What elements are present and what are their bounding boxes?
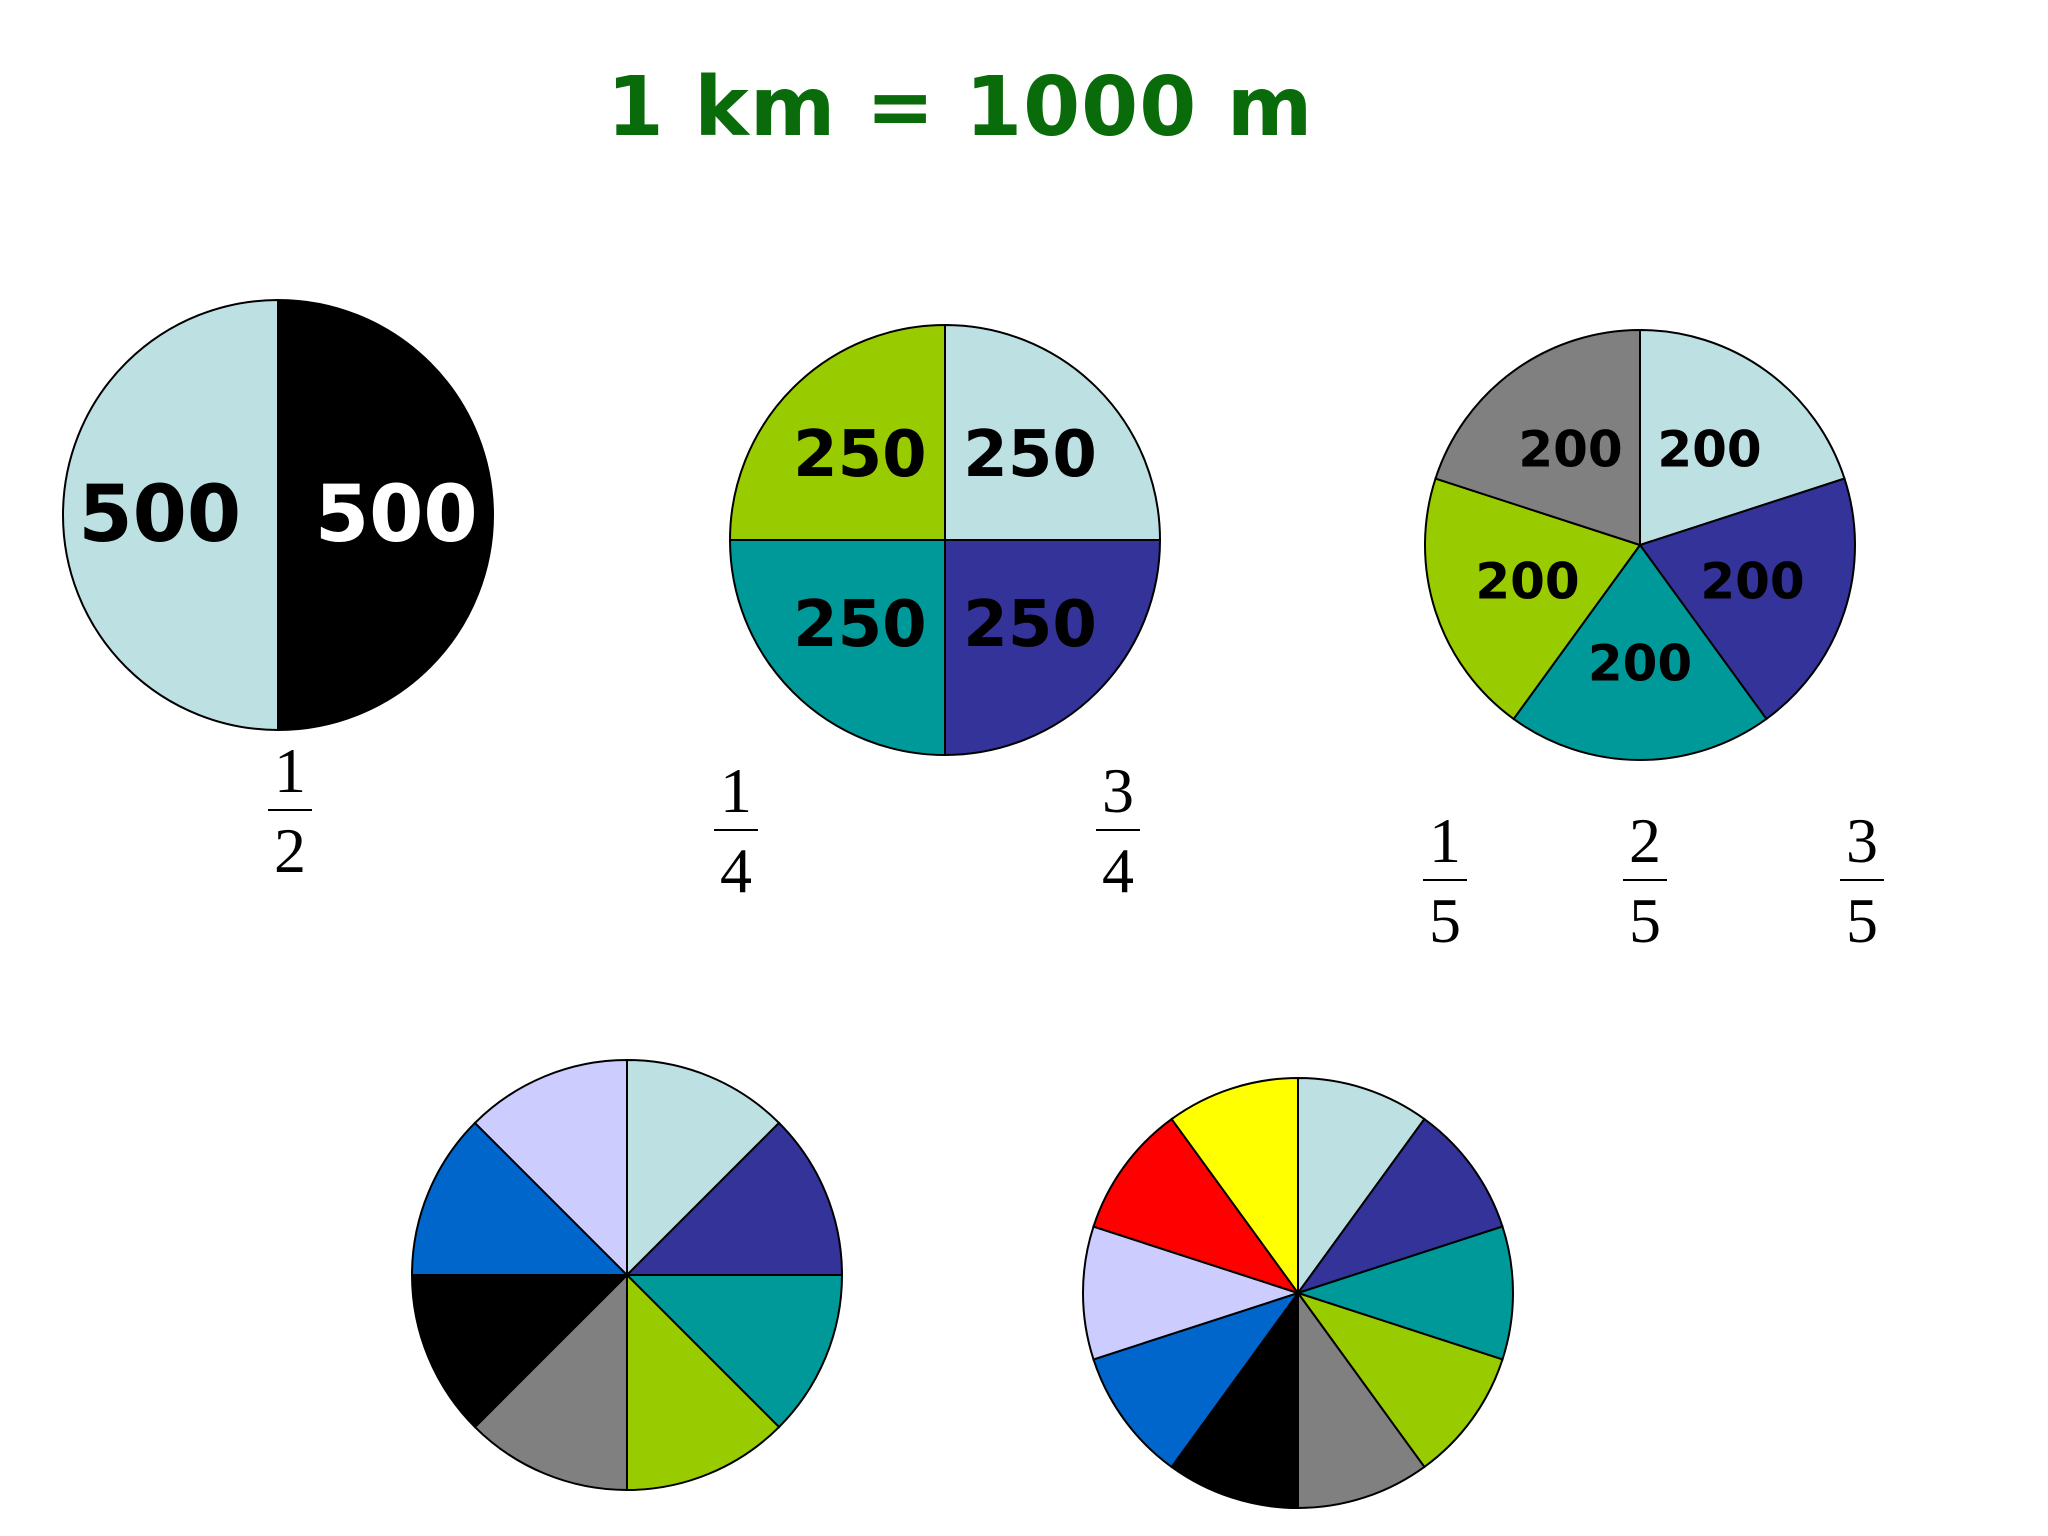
pie-2-slice-label-1: 250	[963, 418, 1097, 492]
pie-1-slice-2	[62, 298, 279, 732]
pie-2-slice-label-4: 250	[793, 418, 927, 492]
pie-3-slice-3	[1512, 543, 1768, 761]
pie-3-slice-label-5: 200	[1518, 420, 1622, 478]
fraction-1-over-2: 12	[268, 735, 312, 886]
pie-3-slice-1	[1639, 328, 1846, 547]
fraction-numerator: 3	[1102, 755, 1134, 826]
fraction-numerator: 1	[274, 735, 306, 806]
pie-2-slice-2	[944, 539, 1162, 757]
pie-chart-5	[1081, 1076, 1515, 1510]
fraction-numerator: 3	[1846, 805, 1878, 876]
fraction-1-over-5: 15	[1423, 805, 1467, 956]
fraction-denominator: 2	[274, 815, 306, 886]
pie-3-slice-label-1: 200	[1657, 420, 1761, 478]
pie-5-slice-2	[1295, 1117, 1504, 1295]
fraction-numerator: 2	[1629, 805, 1661, 876]
fraction-3-over-4: 34	[1096, 755, 1140, 906]
fraction-denominator: 4	[1102, 835, 1134, 906]
pie-3-slice-label-2: 200	[1700, 553, 1804, 611]
pie-5-slice-10	[1170, 1076, 1299, 1297]
pie-2-slice-label-3: 250	[793, 588, 927, 662]
pie-chart-1: 500 500	[62, 298, 494, 732]
pie-2-slice-3	[728, 539, 946, 757]
pie-3-slice-label-3: 200	[1588, 634, 1692, 692]
pie-4-slice-4	[626, 1272, 781, 1492]
pie-4-slice-6	[410, 1274, 630, 1429]
pie-3-slice-label-4: 200	[1475, 553, 1579, 611]
pie-5-slice-5	[1297, 1289, 1426, 1510]
fraction-numerator: 1	[720, 755, 752, 826]
pie-4-slice-7	[410, 1121, 630, 1276]
fraction-numerator: 1	[1429, 805, 1461, 876]
fraction-denominator: 5	[1429, 885, 1461, 956]
pie-2-slice-4	[728, 323, 946, 541]
pie-2-slice-1	[944, 323, 1162, 541]
fraction-denominator: 5	[1846, 885, 1878, 956]
pie-5-slice-3	[1294, 1225, 1515, 1361]
pie-1-slice-label-2: 500	[78, 470, 241, 560]
pie-4-slice-2	[624, 1121, 844, 1276]
pie-5-slice-6	[1170, 1289, 1299, 1510]
pie-1-slice-label-1: 500	[315, 470, 478, 560]
pie-chart-4	[410, 1058, 844, 1492]
pie-5-slice-4	[1295, 1291, 1504, 1469]
page-title: 1 km = 1000 m	[606, 60, 1314, 155]
pie-5-slice-1	[1297, 1076, 1426, 1297]
pie-5-slice-9	[1092, 1117, 1301, 1295]
pie-1-slice-1	[277, 298, 494, 732]
fraction-1-over-4: 14	[714, 755, 758, 906]
pie-4-slice-1	[626, 1058, 781, 1278]
pie-2-slice-label-2: 250	[963, 588, 1097, 662]
pie-5-slice-8	[1081, 1225, 1302, 1361]
fraction-denominator: 4	[720, 835, 752, 906]
pie-3-slice-2	[1638, 477, 1856, 721]
fraction-denominator: 5	[1629, 885, 1661, 956]
fraction-3-over-5: 35	[1840, 805, 1884, 956]
pie-3-slice-5	[1434, 328, 1641, 547]
fraction-2-over-5: 25	[1623, 805, 1667, 956]
pie-5-slice-7	[1092, 1291, 1301, 1469]
pie-chart-2: 250 250 250 250	[728, 323, 1162, 757]
pie-4-slice-3	[624, 1274, 844, 1429]
pie-4-slice-5	[473, 1272, 628, 1492]
pie-3-slice-4	[1424, 477, 1642, 721]
pie-4-slice-8	[473, 1058, 628, 1278]
